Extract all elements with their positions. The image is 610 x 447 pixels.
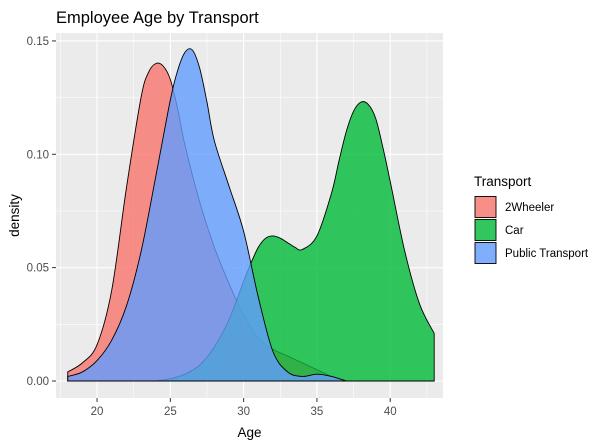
legend-key-2wheeler: [474, 196, 497, 218]
legend-label-car: Car: [505, 225, 524, 237]
y-tick-label: 0.10: [27, 149, 49, 161]
x-tick-label: 20: [91, 406, 104, 418]
axes: 20 25 30 35 40 0.00 0.05 0.10 0.15: [27, 36, 397, 418]
x-axis-title: Age: [237, 425, 261, 440]
legend-key-car: [474, 219, 497, 241]
legend-key-public-transport: [474, 242, 497, 264]
density-areas: [67, 48, 435, 382]
y-tick-label: 0.15: [27, 36, 49, 48]
y-tick-label: 0.00: [27, 376, 49, 388]
legend-label-public-transport: Public Transport: [505, 248, 589, 260]
y-axis-title: density: [7, 194, 22, 237]
density-area-public-transport: [67, 48, 347, 382]
legend-items: 2Wheeler Car Public Transport: [474, 196, 589, 264]
x-tick-label: 30: [237, 406, 250, 418]
y-tick-label: 0.05: [27, 263, 49, 275]
legend: Transport 2Wheeler Car Public Transport: [474, 174, 589, 264]
chart-title: Employee Age by Transport: [56, 9, 259, 27]
x-tick-label: 35: [311, 406, 324, 418]
x-tick-label: 25: [164, 406, 177, 418]
legend-title: Transport: [474, 174, 532, 189]
legend-label-2wheeler: 2Wheeler: [505, 202, 554, 214]
x-tick-label: 40: [384, 406, 397, 418]
